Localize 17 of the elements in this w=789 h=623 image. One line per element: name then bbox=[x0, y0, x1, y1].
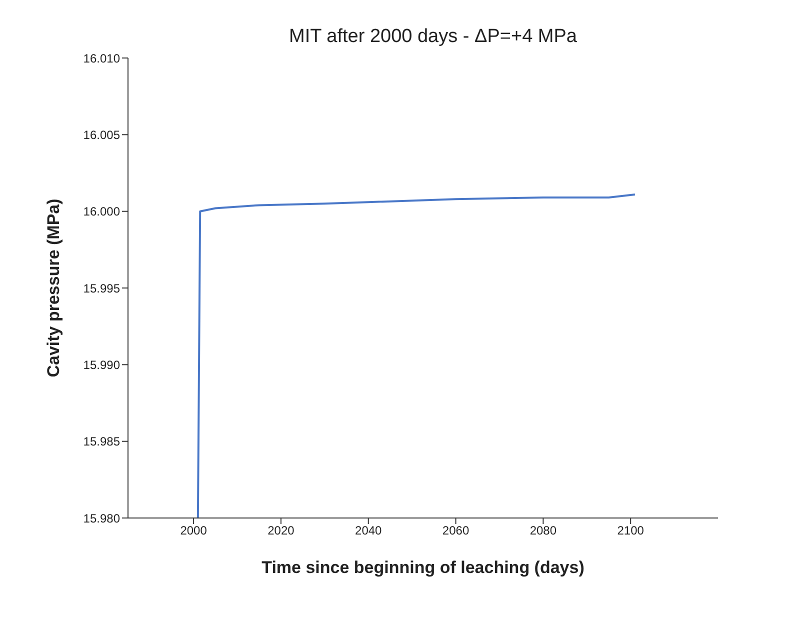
chart-title: MIT after 2000 days - ΔP=+4 MPa bbox=[288, 26, 578, 48]
y-tick-label: 16.005 bbox=[83, 128, 120, 142]
y-tick-label: 16.010 bbox=[83, 51, 120, 66]
y-tick-label: 15.990 bbox=[83, 358, 120, 372]
x-tick-label: 2060 bbox=[442, 524, 470, 538]
x-tick-label: 2080 bbox=[530, 524, 557, 538]
line-series bbox=[196, 193, 636, 518]
x-tick-label: 2000 bbox=[180, 524, 208, 538]
x-tick-label: 2100 bbox=[617, 524, 644, 538]
y-tick-label: 15.980 bbox=[83, 511, 120, 526]
y-tick-label: 15.995 bbox=[83, 281, 120, 296]
y-tick-label: 16.000 bbox=[83, 204, 120, 219]
x-axis-title: Time since beginning of leaching (days) bbox=[262, 558, 584, 577]
x-tick-label: 2020 bbox=[268, 524, 295, 538]
y-tick-label: 15.985 bbox=[83, 434, 120, 449]
x-tick-label: 2040 bbox=[355, 524, 382, 538]
y-axis-title: Cavity pressure (MPa) bbox=[44, 198, 64, 378]
